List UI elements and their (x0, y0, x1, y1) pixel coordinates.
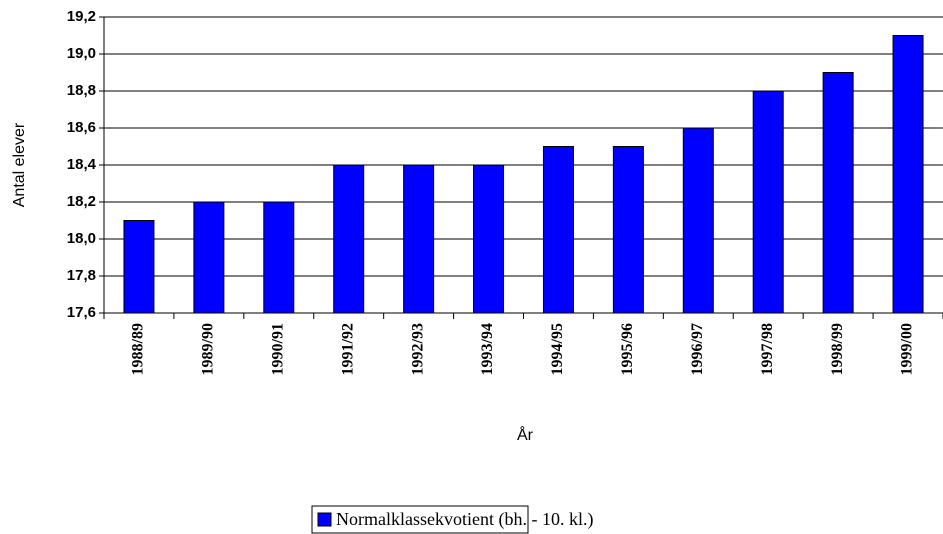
x-tick-label: 1998/99 (829, 323, 846, 375)
x-tick-label: 1991/92 (339, 323, 356, 375)
y-tick-label: 19,0 (67, 45, 96, 62)
bar (333, 164, 365, 314)
bar (263, 201, 295, 314)
y-tick-label: 17,6 (67, 304, 96, 321)
x-axis-label: År (517, 425, 534, 444)
bar (542, 146, 574, 314)
y-tick-label: 19,2 (67, 8, 96, 25)
x-tick-label: 1989/90 (200, 323, 217, 375)
y-tick-label: 18,4 (67, 156, 97, 173)
bar (403, 164, 435, 314)
legend-swatch (317, 512, 332, 527)
bar (752, 90, 784, 314)
x-tick-label: 1990/91 (269, 323, 286, 375)
x-tick-label: 1992/93 (409, 323, 426, 375)
x-tick-label: 1994/95 (549, 323, 566, 375)
x-tick-label: 1999/00 (899, 323, 916, 375)
bar (612, 146, 644, 314)
y-tick-label: 17,8 (67, 267, 96, 284)
bar (193, 201, 225, 314)
bar (473, 164, 505, 314)
y-tick-label: 18,8 (67, 82, 96, 99)
y-tick-label: 18,2 (67, 193, 96, 210)
bar (682, 127, 714, 314)
x-tick-label: 1993/94 (479, 323, 496, 375)
y-axis-label: Antal elever (11, 122, 28, 207)
y-tick-label: 18,6 (67, 119, 96, 136)
bar (892, 35, 924, 314)
bar (822, 72, 854, 314)
legend-label: Normalklassekvotient (bh. - 10. kl.) (336, 509, 593, 530)
x-tick-label: 1995/96 (619, 323, 636, 375)
legend-box (311, 505, 529, 534)
x-tick-label: 1997/98 (759, 323, 776, 375)
bar (123, 220, 155, 314)
x-tick-label: 1996/97 (689, 323, 706, 375)
x-tick-label: 1988/89 (130, 323, 147, 375)
y-tick-label: 18,0 (67, 230, 96, 247)
